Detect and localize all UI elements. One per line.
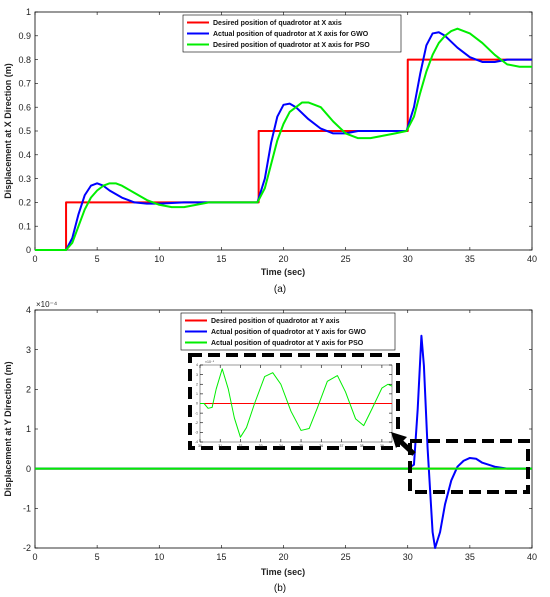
x-tick-label: 35 [299, 444, 303, 448]
x-tick-label: 25 [341, 552, 351, 562]
zoom-region-box [408, 439, 530, 494]
x-axis-label-b: Time (sec) [261, 567, 305, 577]
x-tick-label: 30 [403, 254, 413, 264]
legend-entry: Actual position of quadrotor at Y axis f… [211, 340, 364, 347]
y-tick-label: 0.8 [18, 55, 31, 65]
x-tick-label: 10 [154, 552, 164, 562]
legend-entry: Actual position of quadrotor at Y axis f… [211, 329, 366, 336]
x-tick-label: 30 [403, 552, 413, 562]
x-tick-label: 15 [216, 254, 226, 264]
x-tick-label: 20 [278, 552, 288, 562]
y-tick-label: 3 [196, 373, 198, 377]
x-tick-label: 33 [259, 444, 263, 448]
y-tick-label: 0.9 [18, 31, 31, 41]
series-line-2 [35, 27, 532, 251]
series-line-1 [35, 334, 532, 549]
y-axis-exponent-b: ×10⁻⁴ [36, 300, 58, 309]
x-tick-label: 36 [319, 444, 323, 448]
x-tick-label: 5 [95, 552, 100, 562]
y-tick-label: 1 [196, 392, 198, 396]
inset-y-exponent: ×10⁻⁵ [205, 360, 215, 364]
y-tick-label: 0 [26, 245, 31, 255]
caption-a: (a) [274, 284, 286, 295]
x-tick-label: 0 [32, 254, 37, 264]
series-a [35, 27, 532, 251]
x-tick-label: 40 [527, 552, 537, 562]
x-tick-label: 40 [527, 254, 537, 264]
y-tick-label: 0.1 [18, 221, 31, 231]
y-tick-label: 0.2 [18, 198, 31, 208]
x-ticks-a: 0 5 10 15 20 25 30 35 40 0 0.1 0.2 0.3 0.4 0.5 0.6 0.7 0.… [18, 7, 537, 264]
x-tick-label: 35 [465, 552, 475, 562]
caption-b: (b) [274, 583, 286, 594]
y-tick-label: 3 [26, 345, 31, 355]
y-tick-label: 4 [26, 305, 31, 315]
x-tick-label: 20 [278, 254, 288, 264]
legend-b: Desired position of quadrotor at Y axis A… [180, 312, 396, 351]
y-tick-label: 1 [26, 424, 31, 434]
legend-entry: Actual position of quadrotor at X axis f… [213, 31, 369, 38]
series-line-1 [200, 368, 393, 438]
y-axis-label-b: Displacement at Y Direction (m) [3, 361, 13, 496]
y-tick-label: 2 [196, 382, 198, 386]
y-tick-label: 0.7 [18, 79, 31, 89]
x-tick-label: 10 [154, 254, 164, 264]
y-tick-label: 2 [26, 384, 31, 394]
y-tick-label: -2 [23, 543, 31, 553]
x-tick-label: 25 [341, 254, 351, 264]
y-tick-label: 1 [26, 7, 31, 17]
x-tick-label: 0 [32, 552, 37, 562]
x-tick-label: 15 [216, 552, 226, 562]
y-tick-label: 0 [196, 402, 198, 406]
legend-entry: Desired position of quadrotor at X axis [213, 20, 342, 27]
x-tick-label: 38 [360, 444, 364, 448]
y-tick-label: -3 [195, 431, 198, 435]
y-tick-label: 0 [26, 464, 31, 474]
chart-x-displacement: 0 5 10 15 20 25 30 35 40 0 0.1 0.2 0.3 0.4 0.5 0.6 0.7 0.… [3, 7, 537, 295]
x-tick-label: 32 [238, 444, 242, 448]
y-tick-label: -1 [23, 503, 31, 513]
y-tick-label: 0.4 [18, 150, 31, 160]
y-tick-label: -1 [195, 411, 198, 415]
y-tick-label: 0.5 [18, 126, 31, 136]
zoom-arrow-icon [391, 432, 416, 456]
legend-box [182, 14, 402, 53]
x-tick-label: 30 [198, 444, 202, 448]
y-tick-label: 0.3 [18, 174, 31, 184]
x-tick-label: 39 [380, 444, 384, 448]
legend-a: Desired position of quadrotor at X axis A… [182, 14, 402, 53]
y-tick-label: 0.6 [18, 102, 31, 112]
x-tick-label: 5 [95, 254, 100, 264]
x-axis-label-a: Time (sec) [261, 267, 305, 277]
legend-entry: Desired position of quadrotor at Y axis [211, 318, 340, 325]
x-tick-label: 31 [218, 444, 222, 448]
series-line-0 [35, 58, 532, 251]
series-b [35, 334, 532, 549]
x-tick-label: 35 [465, 254, 475, 264]
y-tick-label: -2 [195, 421, 198, 425]
y-tick-label: 4 [196, 363, 198, 367]
y-tick-label: -4 [195, 440, 198, 444]
legend-box [180, 312, 396, 351]
x-tick-label: 37 [340, 444, 344, 448]
legend-entry: Desired position of quadrotor at X axis … [213, 42, 370, 49]
y-axis-label-a: Displacement at X Direction (m) [3, 63, 13, 199]
x-tick-label: 34 [279, 444, 283, 448]
